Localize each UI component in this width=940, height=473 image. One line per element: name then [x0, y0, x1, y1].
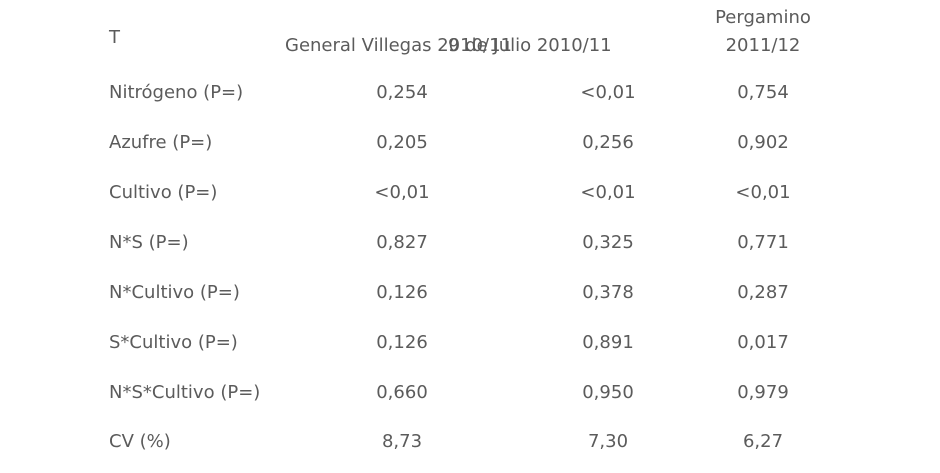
- cell-general-villegas: 0,126: [376, 282, 428, 303]
- cell-9-de-julio: 7,30: [587, 431, 629, 452]
- cell-pergamino: 0,979: [737, 382, 789, 403]
- cell-9-de-julio: 0,325: [582, 232, 634, 253]
- table-row: N*S (P=) 0,827 0,325 0,771: [0, 228, 940, 258]
- row-label: N*Cultivo (P=): [109, 282, 240, 303]
- cell-general-villegas: 0,827: [376, 232, 428, 253]
- cell-pergamino: 0,754: [737, 82, 789, 103]
- cell-pergamino: 0,017: [737, 332, 789, 353]
- cell-pergamino: 0,287: [737, 282, 789, 303]
- table-row: N*S*Cultivo (P=) 0,660 0,950 0,979: [0, 378, 940, 408]
- cell-general-villegas: 8,73: [381, 431, 423, 452]
- header-general-villegas: General Villegas 2010/11: [285, 35, 512, 56]
- cell-general-villegas: 0,254: [376, 82, 428, 103]
- header-treatment-label: T: [109, 27, 120, 48]
- table-row: Nitrógeno (P=) 0,254 <0,01 0,754: [0, 78, 940, 108]
- header-pergamino: Pergamino 2011/12: [700, 4, 826, 60]
- row-label: S*Cultivo (P=): [109, 332, 238, 353]
- row-label: Cultivo (P=): [109, 182, 218, 203]
- cell-general-villegas: 0,660: [376, 382, 428, 403]
- cell-general-villegas: 0,126: [376, 332, 428, 353]
- cell-9-de-julio: <0,01: [580, 82, 636, 103]
- cell-9-de-julio: 0,378: [582, 282, 634, 303]
- cell-pergamino: <0,01: [735, 182, 791, 203]
- row-label: Nitrógeno (P=): [109, 82, 244, 103]
- header-9-de-julio: 9 de Julio 2010/11: [448, 35, 612, 56]
- row-label: CV (%): [109, 431, 171, 452]
- cell-9-de-julio: 0,891: [582, 332, 634, 353]
- table-row: Cultivo (P=) <0,01 <0,01 <0,01: [0, 178, 940, 208]
- row-label: N*S (P=): [109, 232, 189, 253]
- row-label: Azufre (P=): [109, 132, 213, 153]
- header-pergamino-season: 2011/12: [725, 35, 801, 56]
- cell-9-de-julio: <0,01: [580, 182, 636, 203]
- cell-pergamino: 0,902: [737, 132, 789, 153]
- table-header-row: T General Villegas 2010/11 9 de Julio 20…: [0, 0, 940, 68]
- cell-9-de-julio: 0,950: [582, 382, 634, 403]
- header-pergamino-location: Pergamino: [715, 7, 811, 28]
- cell-pergamino: 0,771: [737, 232, 789, 253]
- table-row: S*Cultivo (P=) 0,126 0,891 0,017: [0, 328, 940, 358]
- cell-9-de-julio: 0,256: [582, 132, 634, 153]
- table-row: Azufre (P=) 0,205 0,256 0,902: [0, 128, 940, 158]
- cell-general-villegas: <0,01: [374, 182, 430, 203]
- cell-pergamino: 6,27: [742, 431, 784, 452]
- row-label: N*S*Cultivo (P=): [109, 382, 261, 403]
- table-row: CV (%) 8,73 7,30 6,27: [0, 427, 940, 457]
- cell-general-villegas: 0,205: [376, 132, 428, 153]
- table-row: N*Cultivo (P=) 0,126 0,378 0,287: [0, 278, 940, 308]
